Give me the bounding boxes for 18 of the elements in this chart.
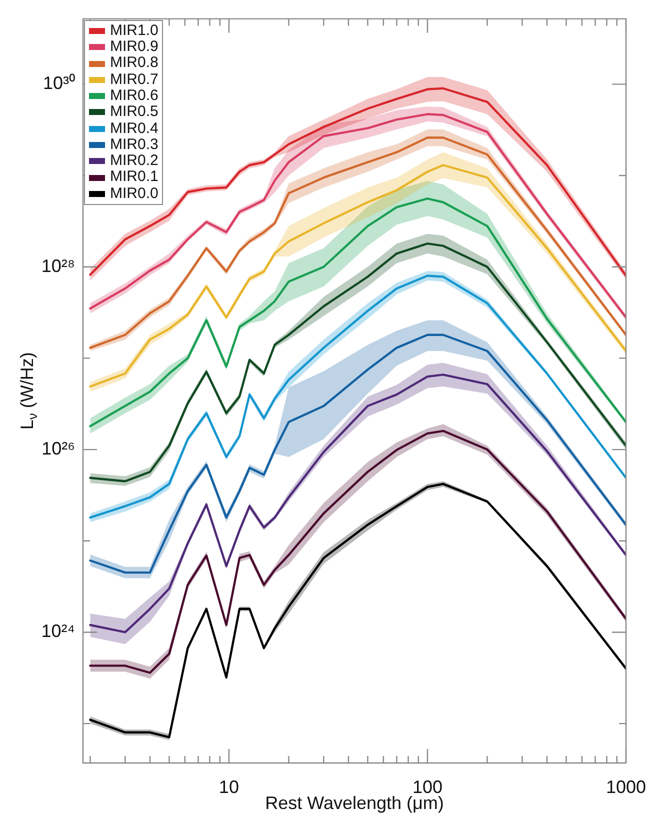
y-tick-label: 10²⁸	[41, 256, 75, 276]
legend-label: MIR0.7	[110, 70, 158, 88]
legend-label: MIR0.4	[110, 120, 158, 137]
legend-label: MIR0.2	[110, 152, 158, 170]
y-axis-title: Lν (W/Hz)	[16, 352, 40, 430]
legend-label: MIR0.5	[110, 103, 158, 121]
y-tick-label: 10²⁶	[42, 438, 75, 459]
x-tick-label: 10	[218, 776, 239, 797]
y-tick-label: 10³⁰	[42, 73, 75, 94]
x-tick-label: 1000	[606, 776, 646, 797]
legend-label: MIR0.6	[110, 86, 158, 104]
legend-label: MIR0.3	[110, 136, 158, 154]
legend-label: MIR0.1	[110, 168, 158, 186]
legend-label: MIR0.8	[110, 54, 158, 72]
legend-label: MIR0.0	[110, 184, 158, 202]
legend-label: MIR0.9	[110, 38, 158, 56]
y-tick-label: 10²⁴	[41, 621, 75, 642]
legend-label: MIR1.0	[110, 22, 158, 40]
